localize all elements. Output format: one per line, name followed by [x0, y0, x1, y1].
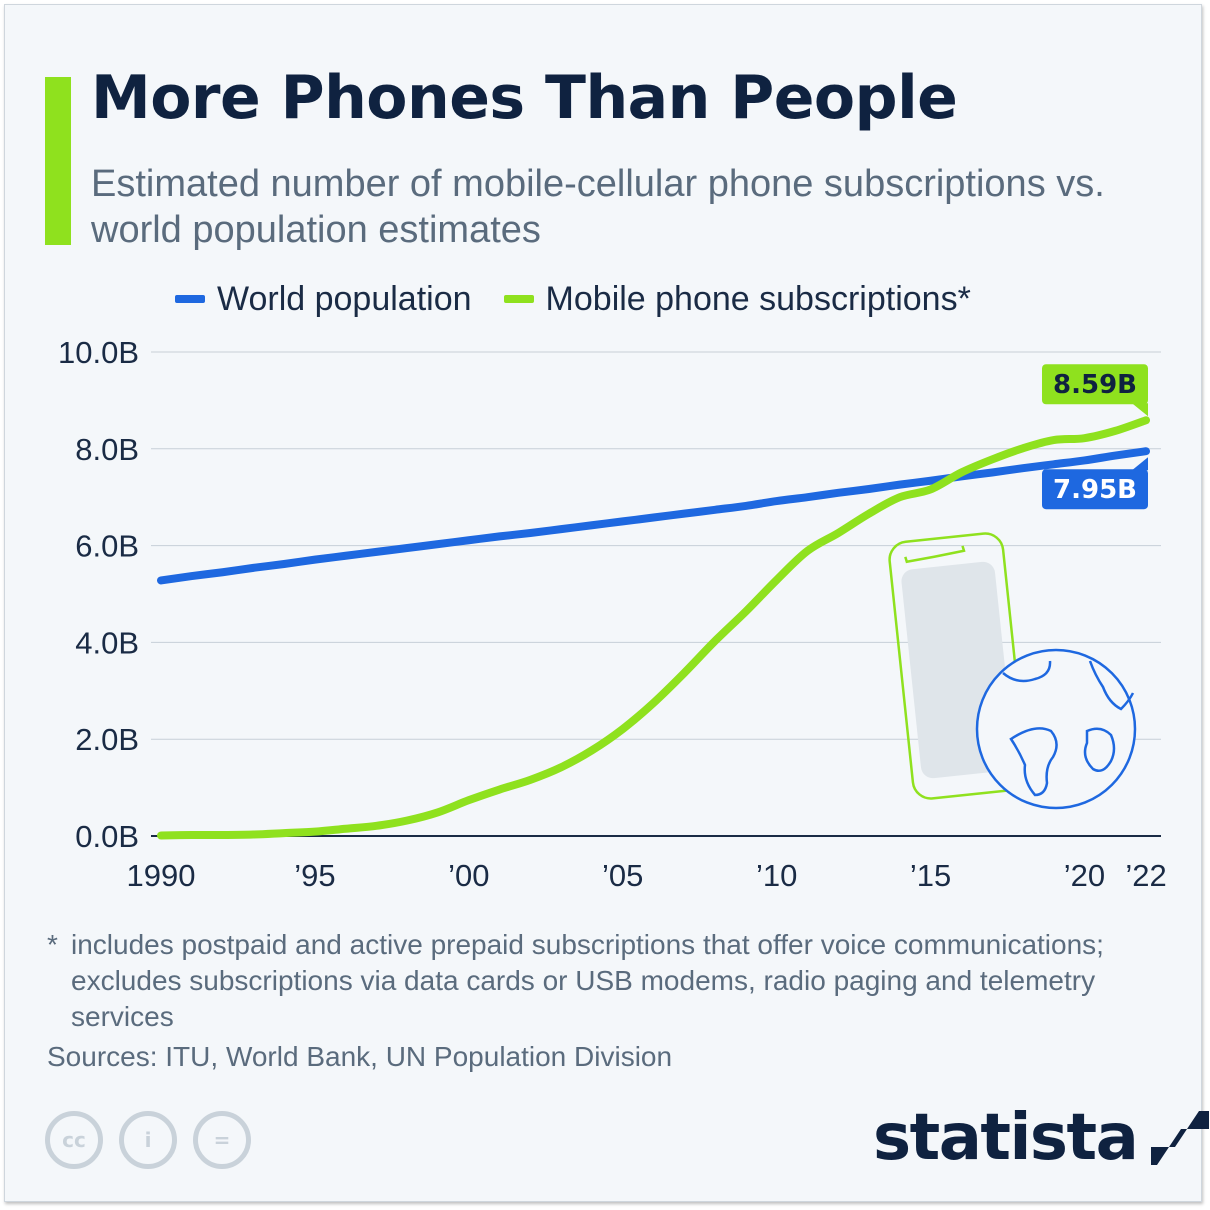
- legend-label-population: World population: [217, 279, 472, 318]
- x-tick-label: ’22: [1125, 858, 1166, 893]
- attribution-icon[interactable]: i: [119, 1111, 177, 1169]
- x-tick-label: 1990: [127, 858, 196, 893]
- y-tick-label: 4.0B: [75, 625, 139, 660]
- chart-end-labels: 8.59B 7.95B: [1042, 364, 1148, 510]
- brand-wordmark: statista: [873, 1101, 1139, 1175]
- chart-tick-labels: 0.0B 2.0B 4.0B 6.0B 8.0B 10.0B 1990 ’95 ’00 ’05 ’1…: [58, 335, 1167, 893]
- legend-swatch-population: [175, 295, 205, 303]
- page-title: More Phones Than People: [91, 63, 958, 133]
- statista-logo-icon: [1151, 1111, 1210, 1165]
- page-subtitle: Estimated number of mobile-cellular phon…: [91, 163, 1105, 251]
- license-icons: cc i =: [45, 1111, 251, 1169]
- series-line-mobile-subscriptions: [157, 416, 1150, 840]
- y-tick-label: 0.0B: [75, 819, 139, 854]
- legend-swatch-mobile: [503, 295, 534, 303]
- end-label-mobile-box: [1042, 364, 1148, 405]
- end-label-population: 7.95B: [1042, 457, 1148, 510]
- footnote: * includes postpaid and active prepaid s…: [47, 927, 1167, 1035]
- x-tick-label: ’10: [756, 858, 797, 893]
- footnote-mark: *: [47, 929, 58, 960]
- legend-item-mobile-subscriptions: Mobile phone subscriptions*: [503, 279, 971, 319]
- end-label-population-pointer: [1132, 457, 1148, 471]
- y-tick-label: 6.0B: [75, 529, 139, 564]
- chart-legend: World population Mobile phone subscripti…: [175, 277, 971, 321]
- brand-logo[interactable]: statista: [873, 1103, 1210, 1173]
- x-tick-label: ’95: [294, 858, 335, 893]
- series-line-world-population: [157, 447, 1150, 585]
- footnote-text: includes postpaid and active prepaid sub…: [71, 929, 1104, 1032]
- legend-item-world-population: World population: [175, 280, 472, 319]
- chart-series: [157, 416, 1150, 840]
- end-label-mobile-pointer: [1132, 403, 1148, 417]
- end-label-population-box: [1042, 469, 1148, 510]
- phone-globe-illustration: [888, 532, 1137, 810]
- globe-icon: [975, 648, 1137, 810]
- source-note: Sources: ITU, World Bank, UN Population …: [47, 1041, 673, 1072]
- no-derivatives-icon[interactable]: =: [193, 1111, 251, 1169]
- y-tick-label: 8.0B: [75, 432, 139, 467]
- infographic-frame: More Phones Than People Estimated number…: [4, 4, 1210, 1202]
- end-label-mobile: 8.59B: [1042, 364, 1148, 417]
- x-tick-label: ’05: [602, 858, 643, 893]
- creative-commons-icon[interactable]: cc: [45, 1111, 103, 1169]
- title-accent-bar: [45, 77, 71, 245]
- y-tick-label: 2.0B: [75, 722, 139, 757]
- end-label-mobile-text: 8.59B: [1053, 370, 1137, 400]
- end-label-population-text: 7.95B: [1053, 475, 1137, 505]
- legend-label-mobile: Mobile phone subscriptions*: [545, 279, 971, 318]
- y-tick-label: 10.0B: [58, 335, 139, 370]
- line-chart: 0.0B 2.0B 4.0B 6.0B 8.0B 10.0B 1990 ’95 ’00 ’05 ’1…: [58, 335, 1167, 893]
- x-tick-label: ’00: [448, 858, 489, 893]
- x-tick-label: ’15: [910, 858, 951, 893]
- x-tick-label: ’20: [1064, 858, 1105, 893]
